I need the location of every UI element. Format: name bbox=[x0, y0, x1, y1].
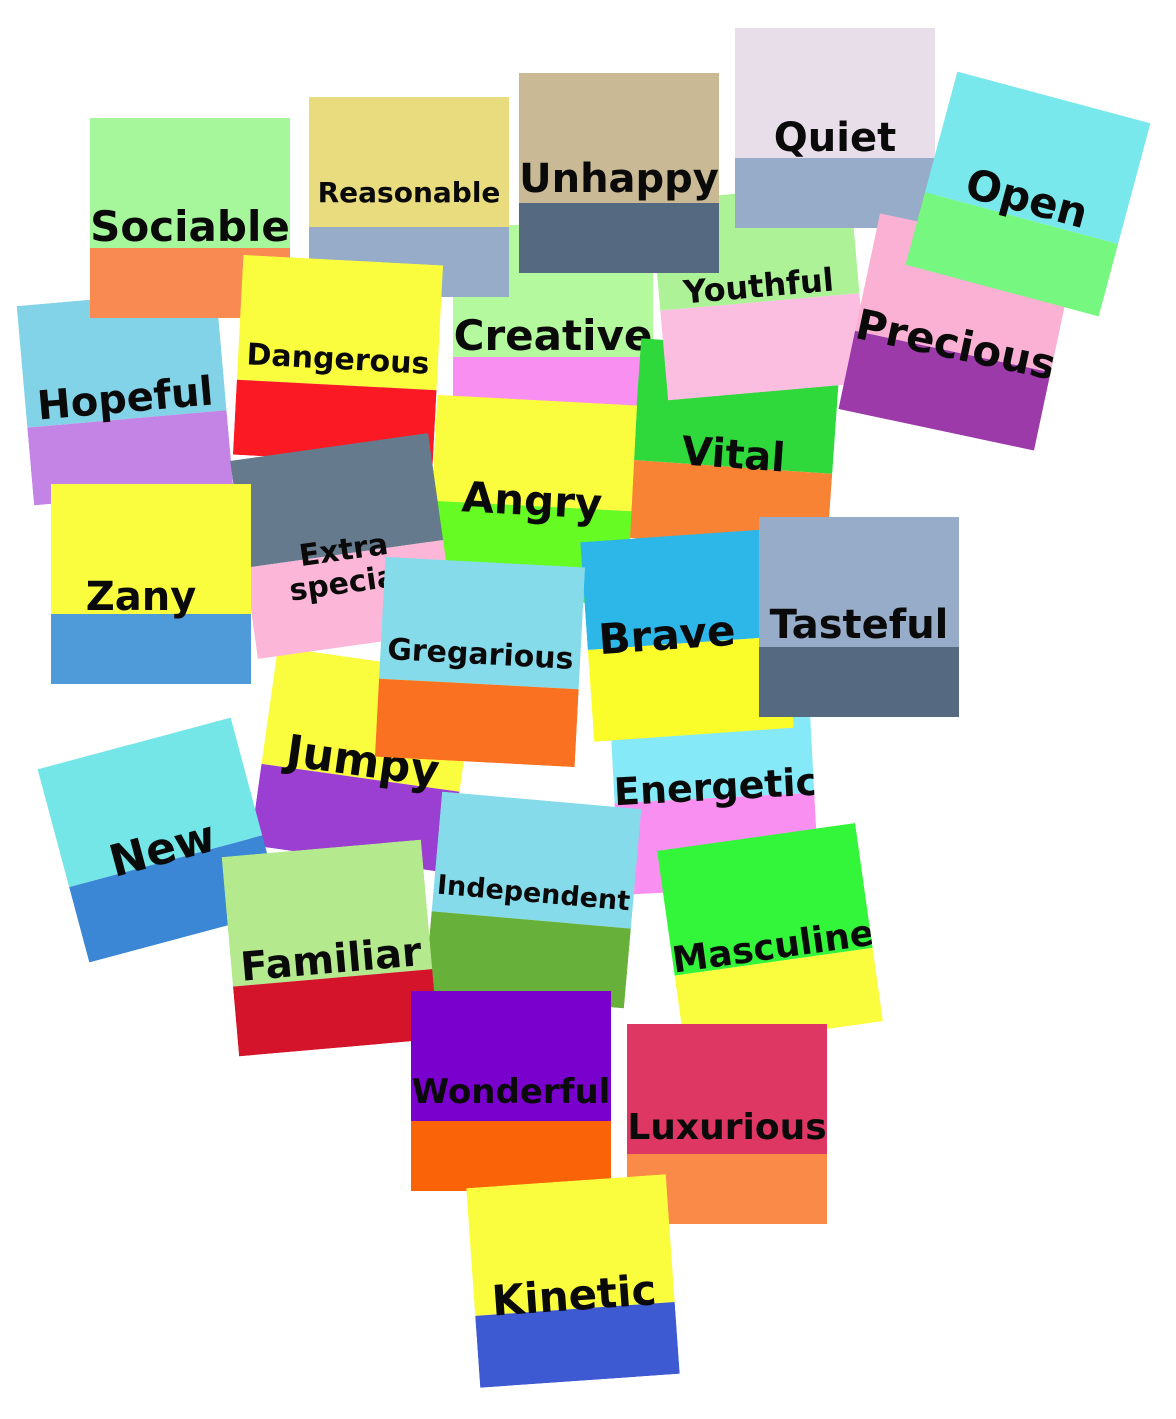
swatch-top-color bbox=[735, 28, 935, 158]
swatch-bottom-color bbox=[759, 647, 959, 717]
swatch-bottom-color bbox=[735, 158, 935, 228]
swatch-word: Angry bbox=[460, 472, 604, 529]
swatch-card-hopeful: Hopeful bbox=[16, 288, 234, 506]
swatch-word: Zany bbox=[85, 574, 197, 620]
swatch-card-zany: Zany bbox=[51, 484, 251, 684]
swatch-bottom-color bbox=[411, 1121, 611, 1191]
swatch-card-dangerous: Dangerous bbox=[232, 254, 444, 466]
swatch-top-color bbox=[519, 73, 719, 203]
swatch-word: Unhappy bbox=[519, 156, 719, 202]
swatch-card-gregarious: Gregarious bbox=[374, 556, 586, 768]
swatch-card-quiet: Quiet bbox=[735, 28, 935, 228]
swatch-word: Wonderful bbox=[411, 1072, 611, 1112]
swatch-top-color bbox=[411, 991, 611, 1121]
swatch-top-color bbox=[309, 97, 509, 227]
swatch-bottom-color bbox=[374, 678, 579, 768]
swatch-word: Energetic bbox=[612, 759, 820, 815]
swatch-word: Quiet bbox=[773, 115, 897, 161]
swatch-card-luxurious: Luxurious bbox=[627, 1024, 827, 1224]
swatch-card-masculine: Masculine bbox=[657, 823, 883, 1049]
swatch-bottom-color bbox=[519, 203, 719, 273]
swatch-card-kinetic: Kinetic bbox=[466, 1174, 680, 1388]
swatch-top-color bbox=[627, 1024, 827, 1154]
swatch-card-independent: Independent bbox=[424, 791, 642, 1009]
swatch-top-color bbox=[759, 517, 959, 647]
swatch-word: Tasteful bbox=[769, 602, 949, 648]
swatch-card-familiar: Familiar bbox=[221, 839, 439, 1057]
swatch-word: Reasonable bbox=[317, 176, 501, 209]
swatch-card-tasteful: Tasteful bbox=[759, 517, 959, 717]
swatch-word: Creative bbox=[453, 311, 653, 360]
swatch-bottom-color bbox=[51, 614, 251, 684]
swatch-top-color bbox=[90, 118, 290, 248]
swatch-card-unhappy: Unhappy bbox=[519, 73, 719, 273]
swatch-word: Sociable bbox=[90, 202, 290, 251]
swatch-top-color bbox=[51, 484, 251, 614]
swatch-word: Luxurious bbox=[627, 1107, 827, 1148]
swatch-card-wonderful: Wonderful bbox=[411, 991, 611, 1191]
